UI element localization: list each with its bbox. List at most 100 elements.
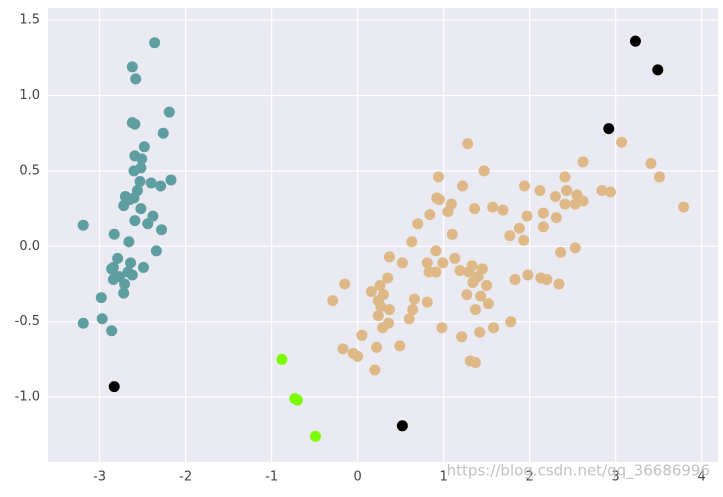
point — [442, 206, 454, 218]
point — [604, 186, 616, 198]
y-tick-label: 1.5 — [19, 13, 40, 28]
point — [421, 296, 433, 308]
point — [128, 165, 140, 177]
point — [654, 171, 666, 183]
point — [142, 218, 154, 230]
point — [561, 185, 573, 197]
point — [469, 203, 481, 215]
point — [118, 200, 130, 212]
point — [433, 194, 445, 206]
point — [374, 280, 386, 292]
point — [603, 123, 615, 135]
point — [518, 234, 530, 246]
point — [553, 278, 565, 290]
point — [369, 364, 381, 376]
point — [352, 350, 364, 362]
point — [509, 273, 521, 285]
point — [383, 304, 395, 316]
point — [356, 329, 368, 341]
point — [537, 207, 549, 219]
y-tick-label: 1.0 — [19, 88, 40, 103]
point — [478, 165, 490, 177]
point — [77, 317, 89, 329]
x-tick-label: 1 — [439, 470, 447, 485]
point — [396, 420, 408, 432]
point — [481, 280, 493, 292]
point — [365, 286, 377, 298]
point — [112, 252, 124, 264]
point — [467, 277, 479, 289]
point — [469, 356, 481, 368]
point — [108, 228, 120, 240]
point — [424, 209, 436, 221]
watermark: https://blog.csdn.net/qq_36686996 — [447, 462, 710, 481]
y-tick-label: -0.5 — [15, 314, 40, 329]
point — [339, 278, 351, 290]
point — [596, 185, 608, 197]
y-tick-label: 0.0 — [19, 239, 40, 254]
point — [131, 185, 143, 197]
point — [446, 228, 458, 240]
point — [549, 191, 561, 203]
point — [436, 322, 448, 334]
point — [291, 394, 303, 406]
point — [377, 322, 389, 334]
point — [118, 287, 130, 299]
point — [421, 257, 433, 269]
point — [432, 171, 444, 183]
x-tick-label: -3 — [93, 470, 106, 485]
point — [149, 37, 161, 49]
point — [487, 201, 499, 213]
point — [383, 251, 395, 263]
point — [505, 316, 517, 328]
point — [375, 301, 387, 313]
point — [521, 210, 533, 222]
point — [652, 64, 664, 76]
point — [107, 273, 119, 285]
y-tick-label: -1.0 — [15, 390, 40, 405]
point — [309, 430, 321, 442]
point — [430, 266, 442, 278]
point — [123, 236, 135, 248]
point — [138, 141, 150, 153]
x-tick-label: 2 — [526, 470, 534, 485]
point — [534, 185, 546, 197]
point — [137, 261, 149, 273]
point — [577, 156, 589, 168]
point — [430, 245, 442, 257]
point — [403, 313, 415, 325]
point — [412, 218, 424, 230]
point — [95, 292, 107, 304]
point — [488, 322, 500, 334]
point — [497, 204, 509, 216]
point — [77, 219, 89, 231]
point — [126, 61, 138, 73]
x-tick-label: -2 — [179, 470, 192, 485]
point — [135, 203, 147, 215]
point — [129, 215, 141, 227]
point — [372, 310, 384, 322]
point — [449, 252, 461, 264]
point — [408, 293, 420, 305]
point — [469, 304, 481, 316]
point — [537, 221, 549, 233]
point — [163, 106, 175, 118]
plot-area — [48, 8, 718, 462]
point — [569, 242, 581, 254]
point — [165, 174, 177, 186]
point — [678, 201, 690, 213]
point — [371, 341, 383, 353]
point — [437, 257, 449, 269]
point — [463, 266, 475, 278]
point — [157, 127, 169, 139]
point — [108, 381, 120, 393]
point — [156, 224, 168, 236]
point — [475, 290, 487, 302]
point — [145, 177, 157, 189]
point — [461, 289, 473, 301]
point — [106, 325, 118, 337]
point — [577, 195, 589, 207]
point — [482, 298, 494, 310]
point — [125, 257, 137, 269]
